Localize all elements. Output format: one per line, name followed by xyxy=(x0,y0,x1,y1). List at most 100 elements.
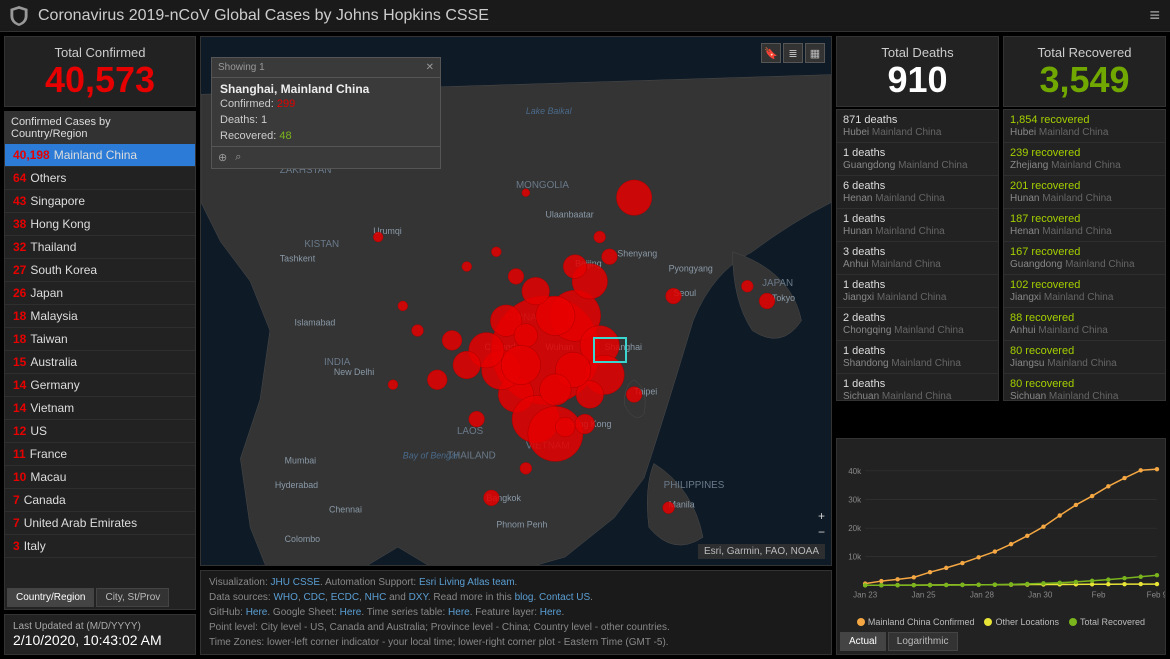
credit-link[interactable]: Esri Living Atlas team xyxy=(419,577,515,588)
list-item[interactable]: 871 deathsHubei Mainland China xyxy=(837,110,998,143)
svg-text:Tokyo: Tokyo xyxy=(772,293,795,303)
legend-item: Total Recovered xyxy=(1069,617,1145,627)
list-item[interactable]: 1 deathsShandong Mainland China xyxy=(837,341,998,374)
list-item[interactable]: 14 Germany xyxy=(5,374,195,397)
map-attribution: Esri, Garmin, FAO, NOAA xyxy=(698,544,825,559)
credit-link[interactable]: Here xyxy=(340,607,362,618)
svg-text:Jan 25: Jan 25 xyxy=(911,590,936,599)
list-item[interactable]: 2 deathsChongqing Mainland China xyxy=(837,308,998,341)
list-item[interactable]: 6 deathsHenan Mainland China xyxy=(837,176,998,209)
map-bookmark-icon[interactable]: 🔖 xyxy=(761,43,781,63)
svg-text:Phnom Penh: Phnom Penh xyxy=(496,519,547,529)
list-item[interactable]: 88 recoveredAnhui Mainland China xyxy=(1004,308,1165,341)
svg-text:Ulaanbaatar: Ulaanbaatar xyxy=(546,209,594,219)
list-item[interactable]: 14 Vietnam xyxy=(5,397,195,420)
list-item[interactable]: 10 Macau xyxy=(5,466,195,489)
svg-text:Shenyang: Shenyang xyxy=(617,249,657,259)
list-item[interactable]: 1 deathsHunan Mainland China xyxy=(837,209,998,242)
list-item[interactable]: 27 South Korea xyxy=(5,259,195,282)
chart-tabs: ActualLogarithmic xyxy=(837,629,1165,654)
popup-zoom-icon[interactable]: ⊕ xyxy=(218,151,227,164)
popup-search-icon[interactable]: ⌕ xyxy=(235,151,241,164)
menu-icon[interactable]: ≡ xyxy=(1149,5,1160,26)
list-item[interactable]: 3 Italy xyxy=(5,535,195,558)
popup-title: Shanghai, Mainland China xyxy=(212,78,440,96)
svg-text:Jan 30: Jan 30 xyxy=(1028,590,1053,599)
popup-deaths: 1 xyxy=(261,114,267,126)
cases-list[interactable]: 40,198 Mainland China64 Others43 Singapo… xyxy=(5,144,195,586)
map-grid-icon[interactable]: ▦ xyxy=(805,43,825,63)
list-item[interactable]: 11 France xyxy=(5,443,195,466)
popup-showing: Showing 1 xyxy=(218,62,265,73)
svg-text:New Delhi: New Delhi xyxy=(334,367,374,377)
list-item[interactable]: 1,854 recoveredHubei Mainland China xyxy=(1004,110,1165,143)
zoom-out-button[interactable]: − xyxy=(818,525,825,539)
svg-text:Pyongyang: Pyongyang xyxy=(669,263,713,273)
list-item[interactable]: 187 recoveredHenan Mainland China xyxy=(1004,209,1165,242)
list-item[interactable]: 26 Japan xyxy=(5,282,195,305)
cases-tab[interactable]: City, St/Prov xyxy=(96,588,169,607)
map-toolbar: 🔖 ≣ ▦ xyxy=(761,43,825,63)
list-item[interactable]: 12 US xyxy=(5,420,195,443)
app-title: Coronavirus 2019-nCoV Global Cases by Jo… xyxy=(38,7,1149,25)
list-item[interactable]: 32 Thailand xyxy=(5,236,195,259)
cases-tab[interactable]: Country/Region xyxy=(7,588,94,607)
popup-close-icon[interactable]: ✕ xyxy=(426,62,434,73)
list-item[interactable]: 80 recoveredSichuan Mainland China xyxy=(1004,374,1165,401)
list-item[interactable]: 1 deathsSichuan Mainland China xyxy=(837,374,998,401)
list-item[interactable]: 15 Australia xyxy=(5,351,195,374)
svg-text:LAOS: LAOS xyxy=(457,426,484,437)
list-item[interactable]: 38 Hong Kong xyxy=(5,213,195,236)
list-item[interactable]: 40,198 Mainland China xyxy=(5,144,195,167)
credit-link[interactable]: Contact US xyxy=(539,592,590,603)
list-item[interactable]: 167 recoveredGuangdong Mainland China xyxy=(1004,242,1165,275)
deaths-list[interactable]: 871 deathsHubei Mainland China1 deathsGu… xyxy=(836,109,999,401)
svg-text:10k: 10k xyxy=(848,553,862,562)
credit-link[interactable]: Here xyxy=(246,607,268,618)
credit-link[interactable]: blog xyxy=(515,592,534,603)
timestamp-label: Last Updated at (M/D/YYYY) xyxy=(13,621,187,632)
list-item[interactable]: 1 deathsJiangxi Mainland China xyxy=(837,275,998,308)
credit-link[interactable]: ECDC xyxy=(331,592,359,603)
list-item[interactable]: 3 deathsAnhui Mainland China xyxy=(837,242,998,275)
popup-recovered: 48 xyxy=(279,130,291,142)
chart-tab[interactable]: Actual xyxy=(840,632,886,651)
list-item[interactable]: 18 Taiwan xyxy=(5,328,195,351)
deaths-label: Total Deaths xyxy=(843,45,992,60)
deaths-panel: Total Deaths 910 xyxy=(836,36,999,107)
svg-text:40k: 40k xyxy=(848,467,862,476)
chart-legend: Mainland China ConfirmedOther LocationsT… xyxy=(837,615,1165,629)
svg-text:Feb 9: Feb 9 xyxy=(1147,590,1165,599)
chart-tab[interactable]: Logarithmic xyxy=(888,632,958,651)
credit-link[interactable]: DXY xyxy=(409,592,428,603)
list-item[interactable]: 201 recoveredHunan Mainland China xyxy=(1004,176,1165,209)
timestamp-value: 2/10/2020, 10:43:02 AM xyxy=(13,632,187,648)
svg-text:Jan 28: Jan 28 xyxy=(970,590,995,599)
zoom-in-button[interactable]: + xyxy=(818,509,825,523)
svg-text:Chennai: Chennai xyxy=(329,505,362,515)
list-item[interactable]: 102 recoveredJiangxi Mainland China xyxy=(1004,275,1165,308)
list-item[interactable]: 7 United Arab Emirates xyxy=(5,512,195,535)
credit-link[interactable]: CDC xyxy=(304,592,326,603)
list-item[interactable]: 239 recoveredZhejiang Mainland China xyxy=(1004,143,1165,176)
list-item[interactable]: 18 Malaysia xyxy=(5,305,195,328)
list-item[interactable]: 64 Others xyxy=(5,167,195,190)
recovered-list[interactable]: 1,854 recoveredHubei Mainland China239 r… xyxy=(1003,109,1166,401)
credit-link[interactable]: WHO xyxy=(273,592,297,603)
map-panel[interactable]: ZAKHSTANMONGOLIAKISTANCHINAINDIALAOSVIET… xyxy=(200,36,832,566)
map-zoom: + − xyxy=(818,509,825,539)
timeseries-chart: 10k20k30k40kJan 23Jan 25Jan 28Jan 30FebF… xyxy=(837,439,1165,615)
svg-text:Mumbai: Mumbai xyxy=(285,455,316,465)
list-item[interactable]: 7 Canada xyxy=(5,489,195,512)
list-item[interactable]: 1 deathsGuangdong Mainland China xyxy=(837,143,998,176)
credit-link[interactable]: NHC xyxy=(365,592,387,603)
credit-link[interactable]: JHU CSSE xyxy=(271,577,320,588)
credit-link[interactable]: Here xyxy=(448,607,470,618)
confirmed-panel: Total Confirmed 40,573 xyxy=(4,36,196,107)
list-item[interactable]: 80 recoveredJiangsu Mainland China xyxy=(1004,341,1165,374)
deaths-value: 910 xyxy=(843,62,992,98)
credit-link[interactable]: Here xyxy=(540,607,562,618)
list-item[interactable]: 43 Singapore xyxy=(5,190,195,213)
chart-panel: 10k20k30k40kJan 23Jan 25Jan 28Jan 30FebF… xyxy=(836,438,1166,655)
map-list-icon[interactable]: ≣ xyxy=(783,43,803,63)
